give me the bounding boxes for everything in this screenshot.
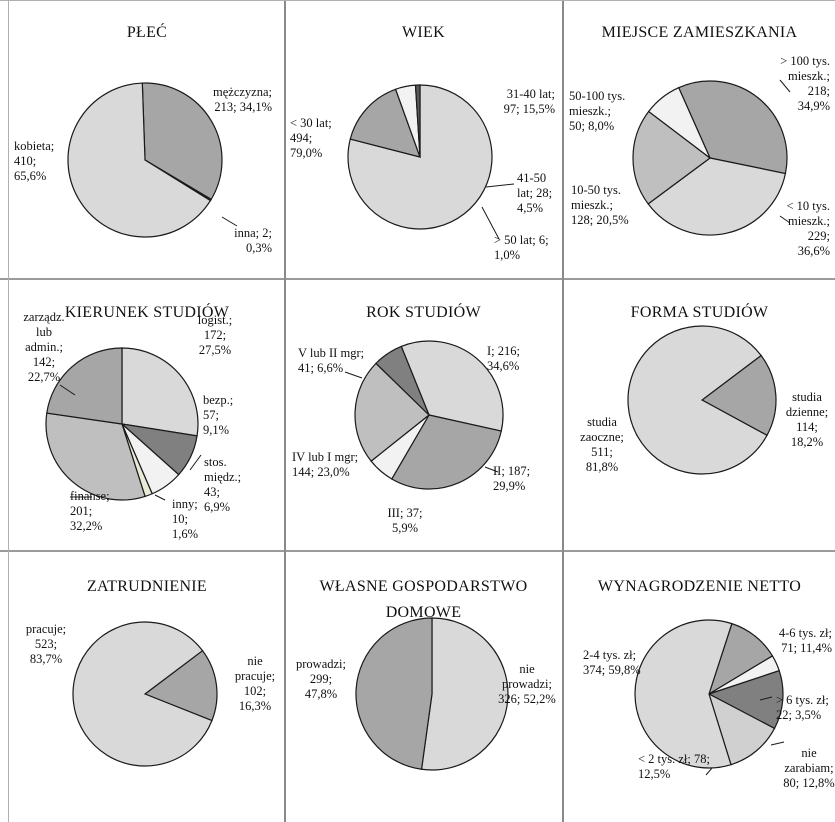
row-divider — [0, 550, 835, 552]
chart-5-slice-2 — [390, 414, 502, 490]
chart-5-slice-label-5: V lub II mgr; 41; 6,6% — [298, 346, 365, 375]
chart-2-slice-label-3: 41-50 lat; 28; 4,5% — [517, 171, 553, 215]
chart-2-leader-line-4 — [481, 206, 500, 240]
chart-5-leader-line-2 — [484, 466, 499, 473]
top-border — [0, 0, 835, 1]
chart-9-title: WYNAGRODZENIE NETTO — [597, 578, 802, 595]
chart-6-slice-2 — [627, 325, 768, 475]
chart-9-leader-line-2 — [759, 696, 773, 701]
chart-3-title: MIEJSCE ZAMIESZKANIA — [601, 24, 798, 41]
chart-4-slice-label-2: bezp.; 57; 9,1% — [203, 393, 234, 437]
left-border — [8, 0, 9, 822]
chart-4-leader-line-3 — [189, 454, 202, 471]
chart-2-slice-label-2: 31-40 lat; 97; 15,5% — [503, 87, 555, 116]
chart-3-slice-3 — [632, 110, 711, 205]
chart-5-slice-5 — [375, 345, 430, 416]
chart-9-slice-label-5: 2-4 tys. zł; 374; 59,8% — [583, 648, 641, 677]
chart-2-slice-label-1: < 30 lat; 494; 79,0% — [290, 116, 332, 160]
chart-5-slice-label-4: IV lub I mgr; 144; 23,0% — [292, 450, 359, 479]
chart-4-slice-5 — [45, 412, 146, 501]
chart-8-slice-label-1: nie prowadzi; 326; 52,2% — [498, 662, 556, 706]
chart-5-leader-line-5 — [344, 371, 363, 379]
chart-5-slice-4 — [354, 362, 430, 462]
chart-9-slice-label-1: 4-6 tys. zł; 71; 11,4% — [778, 626, 832, 655]
chart-1-leader-line-3 — [221, 216, 238, 227]
chart-2-slice-4 — [414, 84, 421, 158]
chart-1-slice-label-3: inna; 2; 0,3% — [234, 226, 272, 255]
chart-2-leader-line-3 — [485, 183, 515, 188]
chart-9-slice-5 — [634, 619, 733, 769]
chart-4-leader-line-6 — [59, 384, 76, 396]
chart-8-title: DOMOWE — [385, 604, 462, 621]
chart-2-slice-2 — [349, 88, 421, 158]
chart-9-slice-label-3: nie zarabiam; 80; 12,8% — [783, 746, 835, 790]
chart-5-title: ROK STUDIÓW — [366, 304, 481, 321]
chart-3-slice-2 — [647, 157, 787, 236]
chart-6-slice-1 — [700, 354, 777, 437]
chart-3-slice-label-3: 10-50 tys. mieszk.; 128; 20,5% — [571, 183, 629, 227]
chart-4-slice-label-6: zarządz. lub admin.; 142; 22,7% — [23, 310, 65, 384]
chart-9-slice-label-4: < 2 tys. zł; 78; 12,5% — [638, 752, 710, 781]
chart-7-title: ZATRUDNIENIE — [86, 578, 208, 595]
chart-1-slice-label-2: mężczyzna; 213; 34,1% — [213, 85, 272, 114]
chart-8-slice-1 — [420, 617, 509, 771]
chart-8-title: WŁASNE GOSPODARSTWO — [319, 578, 528, 595]
chart-4-slice-6 — [46, 347, 123, 425]
chart-3-slice-label-1: > 100 tys. mieszk.; 218; 34,9% — [780, 54, 830, 113]
chart-5-slice-label-3: III; 37; 5,9% — [387, 506, 423, 535]
chart-3-slice-label-4: 50-100 tys. mieszk.; 50; 8,0% — [569, 89, 626, 133]
chart-7-slice-label-2: pracuje; 523; 83,7% — [25, 622, 67, 666]
chart-4-title: KIERUNEK STUDIÓW — [64, 304, 230, 321]
chart-6-slice-label-1: studia dzienne; 114; 18,2% — [785, 390, 829, 449]
chart-3-slice-label-2: < 10 tys. mieszk.; 229; 36,6% — [786, 199, 830, 258]
chart-3-leader-line-1 — [779, 79, 791, 93]
chart-8-slice-2 — [355, 617, 433, 770]
chart-4-slice-1 — [121, 347, 199, 437]
chart-1-title: PŁEĆ — [126, 24, 168, 41]
chart-3-slice-1 — [677, 80, 788, 175]
chart-4-slice-label-1: logist.; 172; 27,5% — [197, 313, 233, 357]
chart-2-title: WIEK — [402, 24, 445, 41]
chart-9-leader-line-4 — [705, 767, 713, 776]
chart-5-slice-label-1: I; 216; 34,6% — [487, 344, 520, 373]
column-divider — [284, 0, 286, 822]
chart-4-slice-label-3: stos. międz.; 43; 6,9% — [204, 455, 242, 514]
chart-7-slice-label-1: nie pracuje; 102; 16,3% — [234, 654, 276, 713]
chart-9-slice-label-2: > 6 tys. zł; 22; 3,5% — [776, 693, 829, 722]
chart-3-slice-4 — [647, 86, 711, 159]
chart-2-slice-label-4: > 50 lat; 6; 1,0% — [494, 233, 549, 262]
chart-3-leader-line-2 — [779, 215, 791, 224]
chart-7-slice-1 — [143, 649, 218, 722]
row-divider — [0, 278, 835, 280]
chart-8-slice-label-2: prowadzi; 299; 47,8% — [296, 657, 346, 701]
chart-5-slice-label-2: II; 187; 29,9% — [493, 464, 531, 493]
chart-4-slice-label-4: inny; 10; 1,6% — [172, 497, 199, 541]
chart-4-slice-label-5: finanse; 201; 32,2% — [70, 489, 110, 533]
chart-7-slice-2 — [72, 621, 213, 767]
chart-6-slice-label-2: studia zaoczne; 511; 81,8% — [580, 415, 624, 474]
chart-6-title: FORMA STUDIÓW — [630, 304, 769, 321]
chart-1-slice-2 — [141, 82, 223, 201]
chart-9-slice-4 — [707, 692, 776, 766]
chart-9-slice-3 — [707, 669, 784, 730]
chart-1-slice-label-1: kobieta; 410; 65,6% — [14, 139, 55, 183]
chart-9-leader-line-3 — [770, 741, 785, 746]
chart-4-leader-line-4 — [154, 494, 166, 501]
chart-1-slice-1 — [67, 82, 212, 238]
column-divider — [562, 0, 564, 822]
